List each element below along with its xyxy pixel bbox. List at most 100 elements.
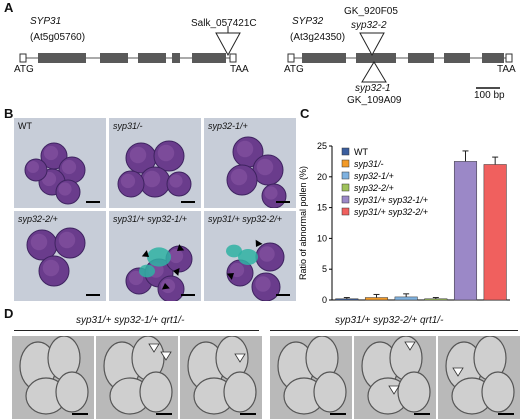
tetrad-drawing [19,336,89,415]
y-tick-label: 25 [317,141,327,151]
pollen-grain-highlight [259,246,275,262]
pollen-grain-highlight [120,173,136,189]
bar-5 [453,161,478,301]
tetrad-micrographs [12,336,520,419]
syp32-gene-name: SYP32 [292,16,324,27]
pollen-drawing [26,227,100,296]
abnormal-pollen-stain [147,247,171,267]
qrt-group-1-bracket [14,330,259,331]
gene-structure-diagrams [19,26,513,89]
legend-label: WT [354,147,368,157]
tetrad-drawing [445,336,515,415]
syp32-1-insertion-id: GK_109A09 [347,95,402,106]
pollen-grain-highlight [264,186,278,200]
pollen-grain-highlight [30,233,48,251]
y-tick-label: 15 [317,203,327,213]
pollen-drawing [117,140,195,203]
pollen-tetrad-grain [223,371,257,413]
arrowhead-icon [404,341,416,351]
pollen-genotype-label: syp31/+ syp32-2/+ [208,214,283,224]
abnormal-pollen-stain [238,249,258,265]
qrt-group-2-bracket [270,330,518,331]
pollen-grain-highlight [236,140,254,158]
syp31-stop-codon: TAA [230,64,249,75]
pollen-tetrad-grain [313,371,347,413]
arrowhead-icon [255,239,263,247]
pollen-tetrad-grain [55,371,89,413]
pollen-stain-panels: WT syp31/- syp32-1/+ syp32-2/+ syp31/+ syp32… [14,118,296,302]
arrowhead-icon [177,244,185,251]
bar-4 [424,298,448,301]
panel-d-label: D [4,306,14,321]
bar-3 [394,296,418,301]
pollen-grain-highlight [58,182,72,196]
legend-swatch [341,195,350,204]
legend-swatch [341,183,350,192]
pollen-genotype-label: WT [18,121,32,131]
panel-a-label: A [4,0,14,15]
syp31-gene-model [19,26,241,63]
y-tick-label: 10 [317,233,327,243]
tetrad-image-5 [354,336,436,419]
scale-bar-label: 100 bp [474,90,505,101]
tetrad-image-6 [438,336,520,419]
pollen-tetrad-grain [397,371,431,413]
pollen-grain-highlight [61,159,77,175]
pollen-grain-highlight [255,276,271,292]
syp31-locus: (At5g05760) [30,32,86,43]
bar-6 [483,164,507,301]
syp32-gene-model [287,32,513,89]
panel-c-label: C [300,106,310,121]
tetrad-image-4 [270,336,352,419]
pollen-grain-highlight [26,160,40,174]
syp32-1-allele: syp32-1 [355,83,391,94]
arrowhead-icon [234,353,246,363]
tetrad-image-1 [12,336,94,419]
qrt-group-1-label: syp31/+ syp32-1/+ qrt1/- [76,315,185,326]
arrowhead-icon [388,385,400,395]
arrowhead-icon [148,343,160,353]
legend-label: syp31/+ syp32-2/+ [354,207,428,217]
arrowhead-icon [141,250,149,257]
arrowhead-icon [161,283,170,290]
pollen-genotype-label: syp32-1/+ [208,121,248,131]
y-tick-label: 20 [317,172,327,182]
pollen-drawing [226,239,290,301]
legend-label: syp31/+ syp32-1/+ [354,195,428,205]
syp32-start-codon: ATG [284,64,304,75]
pollen-drawing [125,244,195,301]
pollen-grain-highlight [256,158,274,176]
abnormal-pollen-bar-chart: 0 5 10 15 20 25 Ratio of abnormal pollen (%) WT… [298,141,510,305]
pollen-grain-highlight [128,270,144,286]
legend-swatch [341,171,350,180]
pollen-genotype-label: syp31/+ syp32-1/+ [113,214,188,224]
y-axis-label: Ratio of abnormal pollen (%) [298,166,308,280]
arrowhead-icon [452,367,464,377]
tetrad-image-2 [96,336,178,419]
pollen-image-3: syp32-1/+ [204,118,296,208]
pollen-image-5: syp31/+ syp32-1/+ [109,211,201,301]
syp32-2-allele: syp32-2 [351,20,387,31]
pollen-image-6: syp31/+ syp32-2/+ [204,211,296,301]
pollen-grain-highlight [129,146,147,164]
abnormal-pollen-stain [226,244,242,258]
pollen-grain-highlight [157,144,175,162]
pollen-genotype-label: syp31/- [113,121,143,131]
pollen-image-1: WT [14,118,106,208]
pollen-grain-highlight [168,248,184,264]
syp31-gene-name: SYP31 [30,16,62,27]
y-tick-label: 5 [322,264,327,274]
pollen-tetrad-grain [481,371,515,413]
pollen-grain-highlight [143,170,161,188]
pollen-drawing [226,136,290,208]
tetrad-drawing [361,336,431,415]
pollen-grain-highlight [230,168,248,186]
pollen-image-2: syp31/- [109,118,201,208]
tetrad-drawing [103,336,173,415]
arrowhead-icon [160,351,172,361]
panel-b-label: B [4,106,14,121]
pollen-grain-highlight [43,145,59,161]
pollen-grain-highlight [58,231,76,249]
syp32-1-tdna-insertion-icon [361,61,387,83]
arrowhead-icon [226,273,234,280]
